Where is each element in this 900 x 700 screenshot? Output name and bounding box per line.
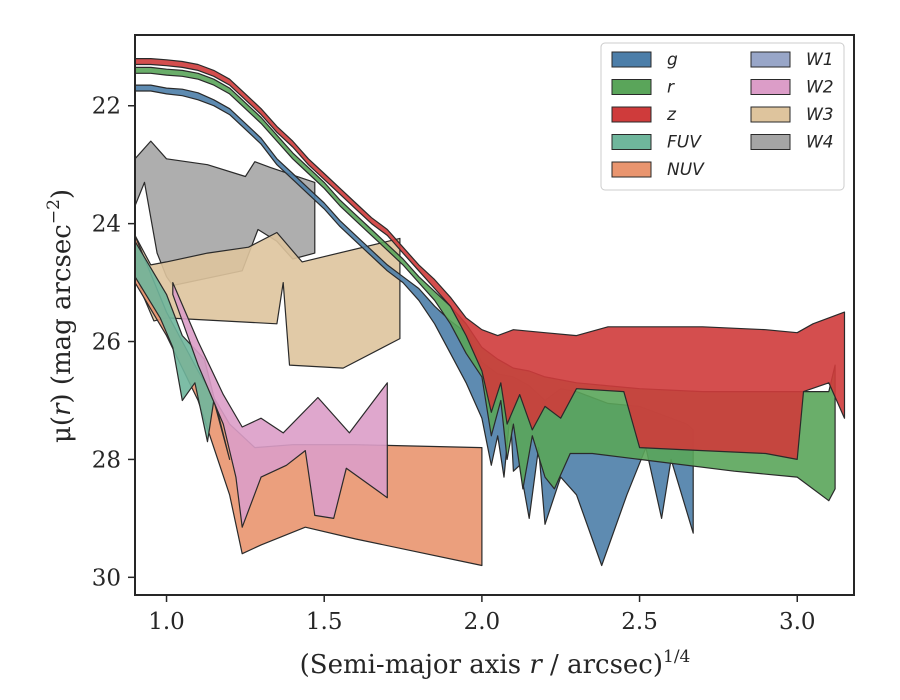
legend-label-w2: W2 [806, 78, 834, 98]
series-layer [135, 57, 846, 567]
legend-swatch-g [611, 51, 652, 68]
y-axis-label-exponent: −2 [44, 199, 64, 224]
x-axis-label: (Semi-major axis r / arcsec)1/4 [300, 647, 691, 680]
series-band-z [135, 57, 846, 460]
series-band-fuv [135, 240, 231, 460]
legend-label-fuv: FUV [667, 133, 702, 153]
y-axis-label: μ(r) (mag arcsec−2) [44, 189, 77, 443]
legend-label-g: g [667, 50, 678, 70]
x-tick-label: 3.0 [779, 609, 816, 635]
y-axis-label-part-3: ) (mag arcsec [47, 224, 77, 403]
y-axis-label-part-2: r [47, 402, 77, 416]
legend-label-nuv: NUV [667, 160, 705, 180]
y-tick-label: 30 [92, 565, 121, 591]
y-axis-ticks: 22 24 26 28 30 [92, 94, 135, 591]
legend: grz FUV NUV W1 W2 W3 W4 [600, 42, 845, 191]
legend-swatch-w3 [750, 106, 791, 123]
x-axis-label-part-2: r [529, 650, 543, 680]
x-axis-label-part-1: (Semi-major axis [300, 650, 530, 680]
x-tick-label: 2.0 [464, 609, 501, 635]
series-band-w3 [135, 231, 401, 369]
legend-label-w3: W3 [806, 105, 834, 125]
y-tick-label: 28 [92, 447, 121, 473]
x-tick-label: 1.5 [306, 609, 343, 635]
y-axis-label-part-1: μ( [47, 416, 77, 443]
x-axis-label-part-3: / arcsec) [542, 650, 663, 680]
series-band-w2 [172, 282, 388, 528]
x-tick-label: 1.0 [148, 609, 185, 635]
y-tick-label: 26 [92, 330, 121, 356]
legend-label-w4: W4 [806, 133, 834, 153]
legend-swatch-z [611, 106, 652, 123]
legend-label-z: z [666, 105, 677, 125]
legend-swatch-nuv [611, 161, 652, 178]
legend-items: grz FUV NUV W1 W2 W3 W4 [611, 50, 834, 180]
x-tick-label: 2.5 [621, 609, 658, 635]
legend-swatch-w2 [750, 79, 791, 95]
legend-swatch-r [611, 79, 652, 95]
x-axis-label-exponent: 1/4 [663, 647, 690, 667]
plot-frame [134, 34, 855, 596]
legend-swatch-w4 [750, 134, 791, 150]
legend-label-r: r [667, 78, 675, 98]
y-axis-label-part-5: ) [47, 189, 77, 199]
legend-swatch-fuv [611, 134, 652, 150]
legend-swatch-w1 [750, 51, 791, 68]
x-axis-ticks: 1.0 1.5 2.0 2.5 3.0 [148, 595, 816, 635]
legend-label-w1: W1 [806, 50, 834, 70]
y-tick-label: 22 [92, 94, 121, 120]
y-tick-label: 24 [92, 212, 121, 238]
